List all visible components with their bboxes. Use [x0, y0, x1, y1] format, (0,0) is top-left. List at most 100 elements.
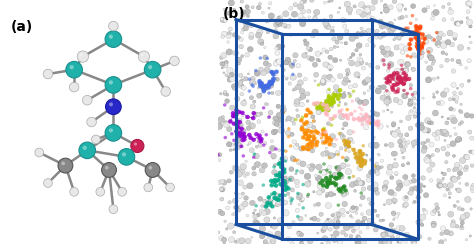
Circle shape [411, 140, 417, 146]
Circle shape [288, 176, 294, 182]
Circle shape [341, 185, 346, 190]
Circle shape [250, 83, 254, 87]
Circle shape [372, 44, 375, 48]
Circle shape [392, 218, 395, 221]
Circle shape [381, 232, 386, 237]
Circle shape [294, 118, 298, 121]
Circle shape [447, 168, 451, 172]
Circle shape [411, 67, 413, 70]
Circle shape [418, 235, 422, 239]
Circle shape [349, 184, 353, 187]
Circle shape [299, 146, 304, 151]
Circle shape [383, 110, 385, 112]
Circle shape [326, 181, 330, 185]
Circle shape [148, 65, 152, 69]
Circle shape [353, 152, 357, 156]
Circle shape [444, 229, 450, 235]
Circle shape [356, 157, 359, 161]
Circle shape [392, 71, 397, 75]
Circle shape [456, 164, 459, 166]
Circle shape [325, 105, 328, 108]
Circle shape [259, 81, 264, 85]
Circle shape [454, 132, 457, 136]
Circle shape [352, 130, 356, 133]
Circle shape [452, 168, 456, 172]
Circle shape [456, 188, 462, 193]
Circle shape [379, 23, 385, 29]
Circle shape [384, 90, 390, 96]
Circle shape [366, 10, 371, 15]
Circle shape [424, 157, 429, 162]
Circle shape [145, 61, 161, 78]
Circle shape [249, 123, 255, 129]
Circle shape [371, 222, 376, 227]
Circle shape [292, 89, 294, 91]
Circle shape [467, 59, 472, 63]
Circle shape [224, 220, 227, 223]
Circle shape [267, 82, 274, 88]
Circle shape [313, 204, 316, 206]
Circle shape [362, 116, 366, 120]
Circle shape [296, 143, 299, 146]
Circle shape [305, 92, 310, 96]
Circle shape [145, 163, 160, 177]
Circle shape [298, 203, 301, 206]
Circle shape [372, 186, 378, 192]
Circle shape [161, 87, 171, 96]
Circle shape [224, 122, 229, 128]
Circle shape [409, 55, 413, 59]
Circle shape [409, 31, 412, 35]
Circle shape [252, 212, 255, 214]
Circle shape [369, 85, 374, 90]
Circle shape [362, 80, 368, 85]
Circle shape [435, 136, 440, 141]
Circle shape [309, 56, 315, 61]
Circle shape [470, 185, 474, 190]
Circle shape [406, 54, 409, 58]
Circle shape [322, 225, 328, 231]
Circle shape [429, 121, 434, 125]
Circle shape [241, 76, 244, 79]
Circle shape [391, 198, 395, 202]
Circle shape [335, 138, 338, 141]
Circle shape [263, 86, 268, 90]
Circle shape [375, 162, 378, 165]
Circle shape [421, 48, 424, 51]
Circle shape [416, 195, 421, 200]
Circle shape [359, 154, 363, 159]
Circle shape [273, 179, 278, 183]
Circle shape [415, 37, 419, 41]
Circle shape [447, 30, 453, 36]
Circle shape [246, 116, 248, 119]
Circle shape [230, 132, 234, 135]
Circle shape [220, 211, 225, 216]
Circle shape [314, 174, 318, 177]
Circle shape [269, 70, 274, 74]
Circle shape [406, 27, 410, 30]
Circle shape [440, 42, 447, 49]
Circle shape [287, 225, 292, 229]
Circle shape [223, 72, 225, 74]
Circle shape [237, 143, 243, 148]
Circle shape [400, 50, 405, 55]
Circle shape [266, 103, 269, 105]
Circle shape [455, 101, 458, 103]
Circle shape [327, 136, 331, 140]
Circle shape [285, 77, 288, 80]
Circle shape [264, 83, 269, 88]
Circle shape [305, 122, 309, 125]
Circle shape [393, 214, 399, 219]
Circle shape [237, 36, 241, 40]
Circle shape [355, 239, 360, 244]
Circle shape [225, 99, 229, 103]
Circle shape [306, 129, 311, 133]
Circle shape [259, 93, 262, 96]
Circle shape [335, 165, 342, 171]
Circle shape [408, 101, 413, 107]
Circle shape [264, 217, 270, 223]
Circle shape [255, 32, 262, 38]
Circle shape [292, 221, 295, 224]
Circle shape [469, 6, 472, 8]
Circle shape [380, 45, 384, 50]
Circle shape [451, 220, 455, 224]
